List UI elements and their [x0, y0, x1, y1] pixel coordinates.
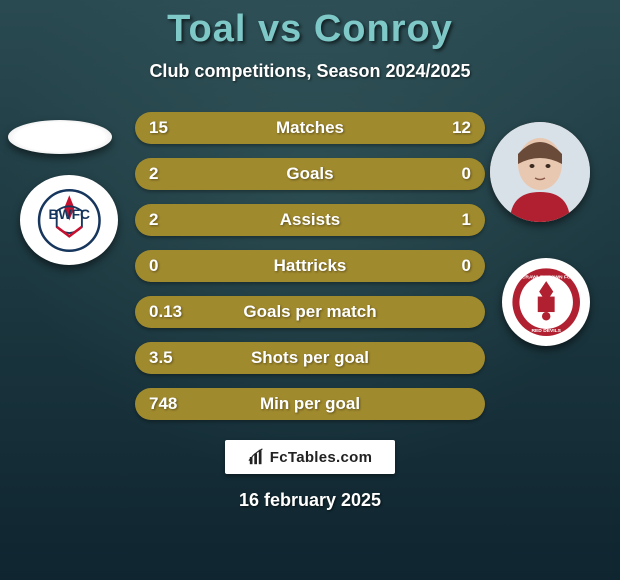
stat-label: Goals per match [209, 302, 411, 322]
bar-chart-icon [248, 448, 266, 466]
club-badge-right: CRAWLEY TOWN FC RED DEVILS [502, 258, 590, 346]
stat-label: Assists [209, 210, 411, 230]
player-left-silhouette [8, 120, 112, 154]
fctables-logo: FcTables.com [225, 440, 395, 474]
stat-label: Shots per goal [209, 348, 411, 368]
stat-right-value: 1 [411, 210, 471, 230]
comparison-subtitle: Club competitions, Season 2024/2025 [0, 61, 620, 82]
crawley-badge-icon: CRAWLEY TOWN FC RED DEVILS [511, 267, 581, 337]
stat-left-value: 748 [149, 394, 209, 414]
stats-table: 15Matches122Goals02Assists10Hattricks00.… [135, 112, 485, 420]
svg-text:CRAWLEY TOWN FC: CRAWLEY TOWN FC [522, 274, 571, 280]
stat-left-value: 0.13 [149, 302, 209, 322]
player-right-headshot [490, 122, 590, 222]
stat-left-value: 2 [149, 164, 209, 184]
stat-row: 0.13Goals per match [135, 296, 485, 328]
stat-left-value: 3.5 [149, 348, 209, 368]
stat-right-value: 0 [411, 164, 471, 184]
stat-row: 0Hattricks0 [135, 250, 485, 282]
club-badge-left: BWFC [20, 175, 118, 265]
stat-row: 15Matches12 [135, 112, 485, 144]
stat-right-value: 12 [411, 118, 471, 138]
fctables-logo-text: FcTables.com [270, 449, 373, 466]
svg-text:BWFC: BWFC [48, 206, 90, 222]
comparison-title: Toal vs Conroy [0, 8, 620, 51]
stat-row: 2Assists1 [135, 204, 485, 236]
bolton-badge-icon: BWFC [35, 189, 104, 252]
stat-label: Matches [209, 118, 411, 138]
stat-row: 3.5Shots per goal [135, 342, 485, 374]
stat-label: Hattricks [209, 256, 411, 276]
stat-right-value: 0 [411, 256, 471, 276]
stat-left-value: 15 [149, 118, 209, 138]
stat-left-value: 2 [149, 210, 209, 230]
player-headshot-icon [490, 122, 590, 222]
footer-date: 16 february 2025 [0, 490, 620, 511]
stat-row: 2Goals0 [135, 158, 485, 190]
stat-label: Goals [209, 164, 411, 184]
stat-left-value: 0 [149, 256, 209, 276]
svg-text:RED DEVILS: RED DEVILS [531, 328, 561, 334]
stat-row: 748Min per goal [135, 388, 485, 420]
stat-label: Min per goal [209, 394, 411, 414]
